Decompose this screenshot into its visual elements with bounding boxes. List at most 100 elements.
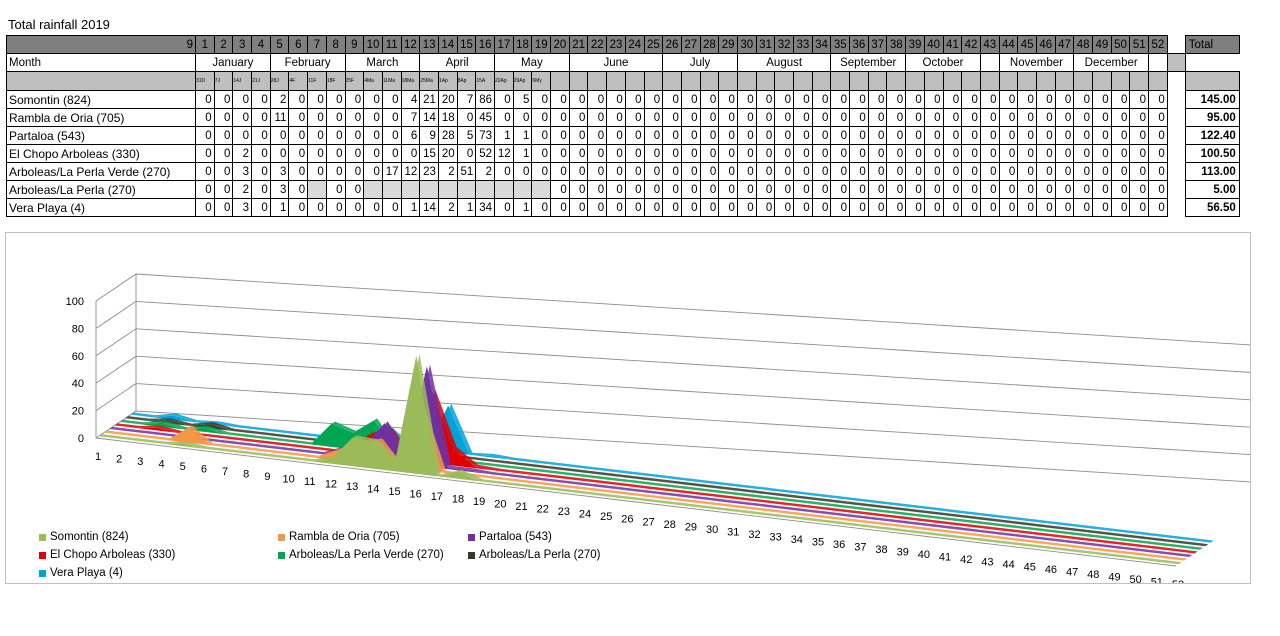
rain-value: 0 xyxy=(307,162,327,181)
month-label: May xyxy=(494,53,570,72)
rain-value: 0 xyxy=(793,144,813,163)
rain-value: 0 xyxy=(307,126,327,145)
rain-value: 0 xyxy=(363,198,383,217)
rain-value: 0 xyxy=(905,108,925,127)
rain-value: 0 xyxy=(774,144,794,163)
rain-value: 0 xyxy=(344,90,365,109)
table-gap xyxy=(1167,90,1186,109)
x-tick-label: 50 xyxy=(1130,574,1142,583)
rain-value: 0 xyxy=(195,162,215,181)
rain-value: 0 xyxy=(755,144,776,163)
table-gap xyxy=(1167,198,1186,217)
week-number: 18 xyxy=(512,35,533,54)
date-label: 1Ap xyxy=(437,71,458,91)
legend-label: Arboleas/La Perla Verde (270) xyxy=(289,549,444,561)
week-number: 7 xyxy=(307,35,327,54)
rain-value: 0 xyxy=(811,90,832,109)
rain-value: 0 xyxy=(213,198,234,217)
date-label: 25F xyxy=(344,71,365,91)
rain-value: 0 xyxy=(961,108,981,127)
rain-value: 0 xyxy=(251,180,271,199)
table-gap xyxy=(1167,108,1186,127)
date-blank xyxy=(699,71,720,91)
rain-value: 0 xyxy=(680,108,701,127)
rain-value: 0 xyxy=(979,90,1000,109)
rain-value: 0 xyxy=(512,108,533,127)
rain-value: 0 xyxy=(344,180,365,199)
week-number: 13 xyxy=(419,35,439,54)
week-number: 3 xyxy=(232,35,253,54)
week-number: 29 xyxy=(718,35,738,54)
x-tick-label: 14 xyxy=(367,484,379,496)
rain-value: 0 xyxy=(1129,126,1150,145)
week-number: 32 xyxy=(774,35,794,54)
rain-value: 0 xyxy=(1148,126,1168,145)
rainfall-table: 9 1 2 3 4 5 6 7 8 9 10 11 12 13 14 15 16 17 18 19 20 21 22 23 24… xyxy=(6,35,1240,217)
date-label: 14J xyxy=(232,71,253,91)
rain-value: 0 xyxy=(905,144,925,163)
week-number: 23 xyxy=(606,35,626,54)
rain-value: 0 xyxy=(643,162,664,181)
rain-value: 0 xyxy=(1035,198,1056,217)
rain-value: 0 xyxy=(381,198,402,217)
rain-value: 0 xyxy=(998,126,1019,145)
rain-value: 0 xyxy=(793,90,813,109)
x-tick-label: 6 xyxy=(201,464,207,476)
week-number: 52 xyxy=(1148,35,1168,54)
x-tick-label: 43 xyxy=(981,556,993,568)
date-label: 8Ap xyxy=(456,71,477,91)
rain-value: 0 xyxy=(1110,90,1131,109)
rain-value: 45 xyxy=(475,108,495,127)
x-tick-label: 19 xyxy=(473,496,485,508)
rain-value: 0 xyxy=(942,108,963,127)
rain-value: 0 xyxy=(867,144,888,163)
rain-value: 0 xyxy=(942,180,963,199)
rain-value: 1 xyxy=(456,198,477,217)
rain-value: 52 xyxy=(475,144,495,163)
rain-value: 0 xyxy=(830,108,851,127)
month-header-row: Month January February March April May June Jul… xyxy=(6,53,1240,72)
week-number: 36 xyxy=(849,35,869,54)
rain-value: 5 xyxy=(456,126,477,145)
legend-item: Partaloa (543) xyxy=(468,531,552,543)
rain-value: 0 xyxy=(531,90,552,109)
rain-value: 0 xyxy=(587,180,608,199)
table-row: Rambla de Oria (705) 0 0 0 0 11 0 0 0 0 0 0 7 14 18 0 45… xyxy=(6,108,1240,127)
x-tick-label: 41 xyxy=(939,551,951,563)
rain-value: 0 xyxy=(1054,126,1075,145)
rain-value: 2 xyxy=(475,162,495,181)
x-tick-label: 33 xyxy=(770,531,782,543)
date-label: 29Ap xyxy=(512,71,533,91)
legend-item: Arboleas/La Perla (270) xyxy=(468,549,600,561)
date-blank xyxy=(979,71,1000,91)
rain-value: 0 xyxy=(662,162,682,181)
date-label: 4Ma xyxy=(363,71,383,91)
rain-value: 0 xyxy=(736,90,757,109)
rain-value: 1 xyxy=(269,198,290,217)
rain-value: 0 xyxy=(849,198,869,217)
rain-value: 0 xyxy=(624,162,645,181)
x-tick-label: 16 xyxy=(410,489,422,501)
y-tick-label: 60 xyxy=(72,351,84,363)
rain-value: 0 xyxy=(1092,126,1112,145)
rain-value: 1 xyxy=(494,126,514,145)
rain-value: 0 xyxy=(251,162,271,181)
week-number: 6 xyxy=(288,35,309,54)
month-label: September xyxy=(830,53,907,72)
table-gap xyxy=(1167,162,1186,181)
rain-value: 0 xyxy=(718,198,738,217)
week-number: 28 xyxy=(699,35,720,54)
x-tick-label: 17 xyxy=(431,491,443,503)
date-blank xyxy=(1148,71,1168,91)
x-tick-label: 26 xyxy=(621,514,633,526)
x-tick-label: 45 xyxy=(1024,561,1036,573)
rain-value: 7 xyxy=(456,90,477,109)
rain-value: 0 xyxy=(923,198,944,217)
y-tick-label: 0 xyxy=(78,433,84,445)
legend-swatch xyxy=(39,569,46,577)
month-label: January xyxy=(195,53,271,72)
rain-value: 0 xyxy=(251,126,271,145)
rain-value: 0 xyxy=(587,198,608,217)
x-tick-label: 46 xyxy=(1045,564,1057,576)
rain-value: 0 xyxy=(624,126,645,145)
